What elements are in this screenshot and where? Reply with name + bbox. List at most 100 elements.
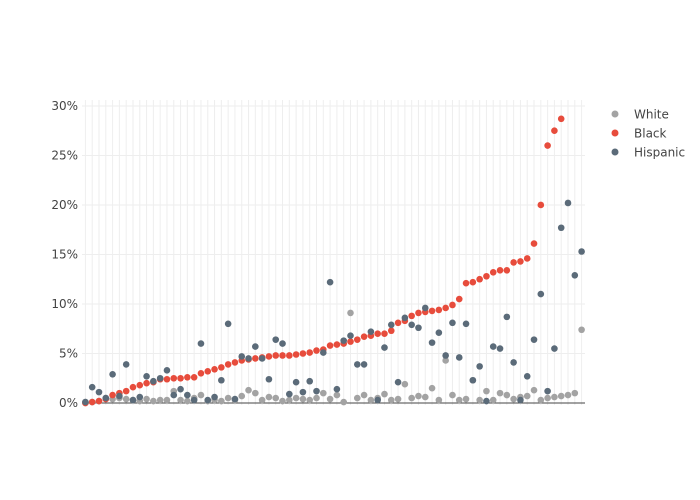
- point-black: [170, 374, 178, 382]
- point-white: [320, 389, 327, 397]
- point-hispanic: [381, 344, 388, 351]
- point-hispanic: [245, 355, 252, 362]
- point-black: [442, 304, 449, 312]
- point-hispanic: [469, 376, 477, 384]
- point-hispanic: [544, 387, 551, 395]
- point-black: [136, 381, 144, 389]
- point-hispanic: [435, 329, 443, 337]
- point-black: [272, 352, 280, 359]
- point-hispanic: [170, 391, 178, 399]
- point-black: [224, 361, 232, 368]
- point-white: [428, 384, 436, 392]
- point-hispanic: [204, 396, 212, 404]
- point-black: [177, 374, 184, 382]
- point-hispanic: [462, 320, 470, 328]
- point-white: [421, 393, 429, 401]
- point-white: [326, 395, 334, 403]
- point-black: [190, 373, 198, 381]
- point-white: [449, 391, 456, 399]
- point-hispanic: [523, 372, 531, 380]
- point-hispanic: [109, 371, 116, 378]
- point-black: [109, 391, 116, 399]
- point-black: [326, 342, 334, 349]
- point-hispanic: [150, 377, 157, 385]
- point-hispanic: [394, 378, 402, 386]
- point-white: [381, 390, 388, 398]
- legend-label-hispanic: Hispanic: [634, 146, 685, 160]
- point-hispanic: [306, 377, 314, 385]
- legend-marker-hispanic: [611, 148, 619, 156]
- legend[interactable]: White Black Hispanic: [611, 108, 686, 160]
- point-white: [394, 395, 402, 403]
- point-hispanic: [272, 336, 280, 343]
- point-white: [347, 309, 354, 317]
- point-white: [197, 391, 205, 399]
- point-white: [496, 389, 504, 397]
- point-hispanic: [143, 372, 150, 380]
- point-hispanic: [231, 395, 239, 403]
- point-hispanic: [449, 319, 456, 327]
- legend-item-hispanic[interactable]: Hispanic: [611, 146, 686, 160]
- point-black: [163, 375, 171, 383]
- legend-item-white[interactable]: White: [611, 108, 669, 122]
- point-hispanic: [557, 224, 565, 232]
- point-black: [286, 352, 293, 359]
- point-hispanic: [537, 290, 545, 298]
- legend-item-black[interactable]: Black: [611, 127, 667, 141]
- point-white: [387, 396, 395, 404]
- point-black: [129, 383, 137, 391]
- point-black: [279, 352, 286, 359]
- point-black: [530, 240, 538, 247]
- point-hispanic: [292, 378, 300, 386]
- point-black: [496, 267, 504, 274]
- point-hispanic: [184, 391, 191, 399]
- point-white: [367, 396, 375, 404]
- point-black: [462, 279, 470, 287]
- point-black: [88, 398, 96, 406]
- point-black: [218, 364, 225, 371]
- point-black: [184, 373, 191, 381]
- point-hispanic: [489, 343, 497, 350]
- point-white: [564, 391, 572, 399]
- point-white: [150, 397, 157, 405]
- point-hispanic: [156, 374, 164, 382]
- point-black: [265, 353, 273, 360]
- point-hispanic: [530, 336, 538, 343]
- point-hispanic: [571, 271, 579, 279]
- point-black: [503, 267, 511, 274]
- legend-marker-black: [611, 129, 619, 137]
- point-white: [415, 392, 422, 400]
- point-black: [415, 309, 422, 317]
- point-white: [272, 394, 280, 402]
- point-black: [306, 349, 314, 356]
- point-white: [401, 380, 409, 388]
- legend-label-black: Black: [634, 127, 667, 141]
- grid: [82, 100, 585, 405]
- point-hispanic: [224, 320, 232, 328]
- point-black: [455, 295, 463, 303]
- point-hispanic: [401, 314, 409, 322]
- point-white: [184, 397, 191, 405]
- point-hispanic: [564, 199, 572, 207]
- point-hispanic: [374, 396, 381, 404]
- point-white: [510, 395, 517, 403]
- point-hispanic: [211, 393, 218, 401]
- point-white: [279, 397, 286, 405]
- point-hispanic: [238, 353, 246, 360]
- point-white: [224, 394, 232, 402]
- y-tick-label: 5%: [59, 347, 78, 361]
- point-black: [381, 330, 388, 338]
- point-white: [122, 395, 130, 403]
- point-hispanic: [347, 332, 354, 339]
- point-white: [252, 389, 259, 397]
- y-tick-label: 10%: [51, 297, 78, 311]
- point-hispanic: [177, 385, 184, 393]
- legend-marker-white: [611, 110, 619, 118]
- point-black: [537, 201, 545, 209]
- point-white: [455, 396, 463, 404]
- point-white: [523, 392, 531, 400]
- point-black: [517, 258, 524, 265]
- point-black: [122, 387, 130, 395]
- point-black: [333, 341, 341, 348]
